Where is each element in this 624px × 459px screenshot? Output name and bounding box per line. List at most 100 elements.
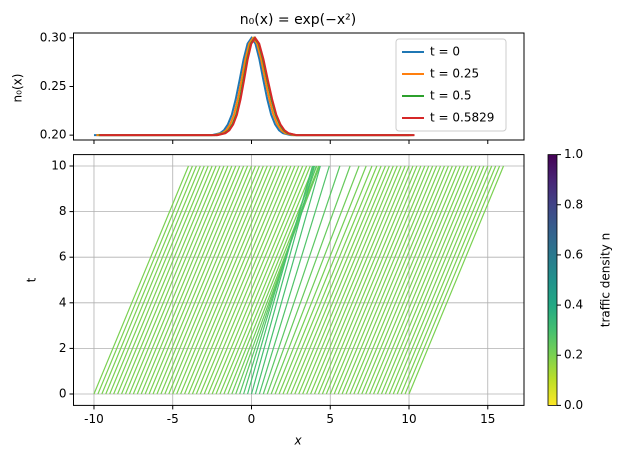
- colorbar-tick-label: 1.0: [564, 147, 583, 161]
- colorbar-tick-label: 0.2: [564, 348, 583, 362]
- characteristic: [120, 165, 217, 395]
- x-tick-label: -5: [167, 412, 179, 426]
- y-tick-label: 6: [59, 250, 67, 264]
- legend-label: t = 0.25: [430, 67, 479, 81]
- x-tick-label: 15: [480, 412, 495, 426]
- characteristic: [400, 165, 497, 395]
- legend-box: [395, 38, 507, 132]
- y-tick-label: 0.20: [40, 128, 67, 142]
- colorbar-tick-label: 0.0: [564, 398, 583, 412]
- characteristic: [105, 165, 201, 395]
- characteristic: [140, 165, 237, 395]
- y-tick-label: 8: [59, 204, 67, 218]
- characteristic: [345, 165, 442, 395]
- characteristic: [195, 165, 292, 395]
- y-tick-label: 0.25: [40, 79, 67, 93]
- characteristic: [211, 165, 308, 395]
- characteristic: [341, 165, 438, 395]
- characteristic: [128, 165, 225, 395]
- characteristic: [113, 165, 209, 395]
- characteristic: [313, 165, 410, 395]
- colorbar-label: traffic density n: [599, 233, 613, 327]
- characteristic: [262, 165, 341, 395]
- axes-frame: [73, 32, 525, 141]
- characteristic: [191, 165, 288, 395]
- colorbar: [547, 154, 558, 406]
- characteristic: [321, 165, 418, 395]
- legend-label: t = 0.5: [430, 89, 471, 103]
- line-series: [99, 36, 415, 137]
- characteristic: [278, 165, 373, 395]
- characteristic: [132, 165, 229, 395]
- y-axis-label: t: [25, 277, 39, 282]
- characteristic: [168, 165, 264, 395]
- chart-title: n₀(x) = exp(−x²): [240, 12, 356, 28]
- characteristic: [180, 165, 276, 395]
- characteristic: [156, 165, 253, 395]
- characteristic: [306, 165, 402, 395]
- characteristic: [329, 165, 426, 395]
- x-tick-label: 10: [401, 412, 416, 426]
- line-series: [96, 36, 412, 137]
- x-tick-label: -10: [84, 412, 104, 426]
- characteristic: [361, 165, 457, 395]
- characteristic: [373, 165, 469, 395]
- y-axis-label: n₀(x): [11, 74, 25, 103]
- characteristic: [317, 165, 414, 395]
- line-series: [93, 36, 410, 137]
- characteristic: [388, 165, 485, 395]
- y-tick-label: 2: [59, 341, 67, 355]
- characteristic: [254, 165, 321, 395]
- characteristic: [290, 165, 386, 395]
- characteristic: [266, 165, 351, 395]
- y-tick-label: 4: [59, 295, 67, 309]
- characteristic: [376, 165, 473, 395]
- characteristic: [160, 165, 256, 395]
- x-tick-label: 5: [326, 412, 334, 426]
- characteristic: [219, 165, 315, 395]
- characteristic: [365, 165, 461, 395]
- characteristic: [282, 165, 378, 395]
- characteristic: [152, 165, 249, 395]
- characteristic: [109, 165, 205, 395]
- characteristic: [199, 165, 296, 395]
- characteristic: [286, 165, 382, 395]
- characteristic: [183, 165, 280, 395]
- characteristic: [246, 165, 314, 395]
- characteristic: [384, 165, 481, 395]
- characteristic: [250, 165, 316, 395]
- characteristic: [203, 165, 300, 395]
- colorbar-tick-label: 0.6: [564, 247, 583, 261]
- characteristic: [298, 165, 394, 395]
- characteristic: [380, 165, 477, 395]
- characteristic: [124, 165, 221, 395]
- y-tick-label: 0.30: [40, 30, 67, 44]
- characteristic: [302, 165, 398, 395]
- axes-frame: [73, 154, 525, 406]
- characteristic: [392, 165, 489, 395]
- characteristic: [310, 165, 406, 395]
- characteristic: [101, 165, 197, 395]
- characteristic: [172, 165, 268, 395]
- characteristic: [337, 165, 434, 395]
- characteristic: [136, 165, 233, 395]
- characteristic: [117, 165, 213, 395]
- characteristic: [187, 165, 284, 395]
- characteristic: [325, 165, 422, 395]
- characteristic: [258, 165, 330, 395]
- characteristic: [144, 165, 241, 395]
- characteristic: [353, 165, 449, 395]
- characteristic: [349, 165, 446, 395]
- y-tick-label: 0: [59, 387, 67, 401]
- x-axis-label: x: [293, 434, 302, 448]
- x-tick-label: 0: [248, 412, 256, 426]
- colorbar-tick-label: 0.4: [564, 298, 583, 312]
- characteristic: [333, 165, 430, 395]
- line-series: [98, 36, 414, 137]
- characteristic: [369, 165, 465, 395]
- characteristic: [408, 165, 505, 395]
- characteristic: [93, 165, 190, 395]
- characteristic: [274, 165, 367, 395]
- characteristic: [396, 165, 493, 395]
- colorbar-tick-label: 0.8: [564, 197, 583, 211]
